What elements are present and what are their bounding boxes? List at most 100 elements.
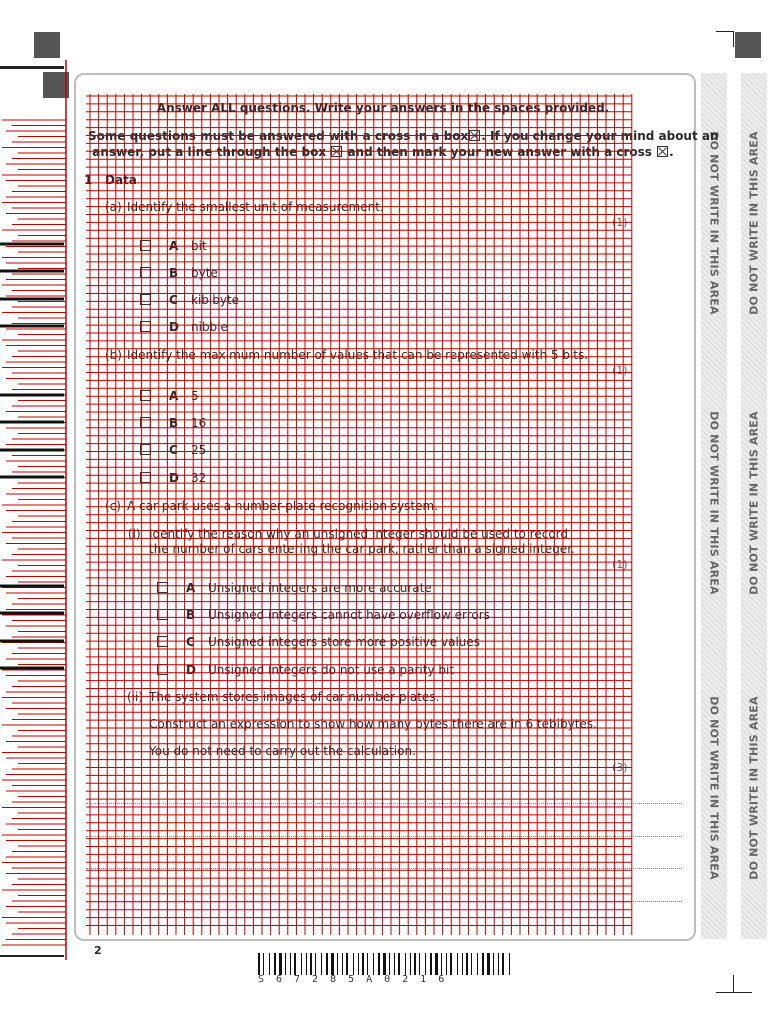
- barcode-bar: [306, 953, 307, 975]
- option-checkbox[interactable]: [140, 294, 151, 305]
- timing-mark: [0, 242, 64, 246]
- barcode-bar: [346, 953, 348, 975]
- option-checkbox[interactable]: [140, 472, 151, 483]
- timing-mark: [0, 611, 64, 615]
- instruction-line-1: Answer ALL questions. Write your answers…: [156, 101, 610, 115]
- instruction-line-2: Some questions must be answered with a c…: [88, 129, 719, 143]
- option-letter: B: [186, 608, 196, 622]
- option-text: Unsigned integers cannot have overflow e…: [208, 608, 490, 622]
- option-text: Unsigned integers store more positive va…: [208, 635, 481, 649]
- instruction-line-2-start: Some questions must be answered with a c…: [88, 129, 469, 143]
- barcode-bar: [466, 953, 468, 975]
- option-text: Unsigned integers are more accurate: [208, 581, 432, 595]
- option-checkbox[interactable]: [140, 240, 151, 251]
- part-c-i-label: (i): [128, 527, 141, 541]
- barcode-bar: [362, 953, 364, 975]
- barcode-bar: [274, 953, 276, 975]
- left-timing-bar-top: [0, 66, 64, 69]
- barcode-bar: [389, 953, 390, 975]
- part-b-text: Identify the maximum number of values th…: [127, 348, 589, 362]
- answer-panel: [74, 73, 696, 941]
- option-letter: D: [186, 663, 196, 677]
- corner-mark-top-right-v: [733, 31, 734, 47]
- barcode-bar: [450, 953, 452, 975]
- part-c-text: A car park uses a number-plate recogniti…: [127, 499, 439, 513]
- barcode-bar: [258, 953, 260, 975]
- barcode-bar: [269, 953, 270, 975]
- instruction-line-3-start: answer, put a line through the box: [92, 145, 327, 159]
- option-text: nibble: [191, 320, 228, 334]
- corner-mark-bottom-right-v: [733, 975, 734, 993]
- timing-mark: [0, 448, 64, 452]
- barcode-bar: [358, 953, 359, 975]
- barcode-bar: [315, 953, 316, 975]
- option-checkbox[interactable]: [140, 390, 151, 401]
- barcode-bar: [471, 953, 472, 975]
- answer-line[interactable]: [86, 901, 682, 902]
- part-a-marks: (1): [612, 216, 628, 229]
- no-write-label: DO NOT WRITE IN THIS AREA: [747, 411, 761, 595]
- option-text: 16: [191, 416, 207, 430]
- registration-mark-left: [43, 72, 69, 98]
- timing-mark: [0, 393, 64, 397]
- part-c-ii-line-2: Construct an expression to show how many…: [149, 717, 597, 731]
- crossed-box-icon: [469, 130, 481, 141]
- option-letter: C: [169, 443, 178, 457]
- barcode-bar: [263, 953, 264, 975]
- barcode-bar: [398, 953, 400, 975]
- option-checkbox[interactable]: [157, 609, 168, 620]
- option-letter: C: [169, 293, 178, 307]
- option-letter: D: [169, 320, 179, 334]
- option-letter: A: [186, 581, 196, 595]
- option-checkbox[interactable]: [157, 582, 168, 593]
- corner-mark-top-right-h: [716, 31, 734, 32]
- barcode-bar: [394, 953, 395, 975]
- barcode-bar: [337, 953, 338, 975]
- timing-mark: [0, 324, 64, 328]
- timing-mark: [0, 584, 64, 588]
- option-letter: A: [169, 239, 179, 253]
- timing-mark: [0, 475, 64, 479]
- part-c-i-line-2: the number of cars entering the car park…: [149, 542, 575, 556]
- barcode-bar: [410, 953, 411, 975]
- answer-line[interactable]: [86, 868, 682, 869]
- option-text: 5: [191, 389, 199, 403]
- option-checkbox[interactable]: [140, 321, 151, 332]
- answer-line[interactable]: [86, 836, 682, 837]
- barcode-bar: [367, 953, 368, 975]
- timing-mark: [0, 420, 64, 424]
- barcode-bar: [353, 953, 354, 975]
- option-letter: A: [169, 389, 179, 403]
- no-write-strip-inner: DO NOT WRITE IN THIS AREA DO NOT WRITE I…: [701, 73, 727, 939]
- barcode-bar: [373, 953, 374, 975]
- instruction-line-3: answer, put a line through the box and t…: [88, 145, 678, 159]
- option-checkbox[interactable]: [140, 267, 151, 278]
- option-checkbox[interactable]: [140, 444, 151, 455]
- no-write-label: DO NOT WRITE IN THIS AREA: [707, 131, 721, 315]
- part-a-label: (a): [105, 200, 122, 214]
- option-checkbox[interactable]: [157, 636, 168, 647]
- barcode-bar: [310, 953, 312, 975]
- option-text: kibibyte: [191, 293, 240, 307]
- timing-mark: [0, 666, 64, 670]
- option-letter: B: [169, 416, 179, 430]
- option-checkbox[interactable]: [157, 664, 168, 675]
- option-checkbox[interactable]: [140, 417, 151, 428]
- barcode-bar: [383, 953, 386, 975]
- part-b-marks: (1): [612, 364, 628, 377]
- answer-line[interactable]: [86, 803, 682, 804]
- struck-crossed-box-icon: [330, 146, 344, 157]
- barcode-bar: [279, 953, 282, 975]
- instruction-line-3-end: .: [669, 145, 674, 159]
- part-a-text: Identify the smallest unit of measuremen…: [127, 200, 384, 214]
- barcode-bar: [457, 953, 458, 975]
- barcode-bar: [301, 953, 302, 975]
- no-write-label: DO NOT WRITE IN THIS AREA: [747, 131, 761, 315]
- option-letter: B: [169, 266, 179, 280]
- instruction-line-3-mid: and then mark your new answer with a cro…: [347, 145, 652, 159]
- barcode-bar: [509, 953, 510, 975]
- option-text: bit: [191, 239, 207, 253]
- part-c-label: (c): [105, 499, 121, 513]
- barcode-bar: [441, 953, 442, 975]
- option-text: byte: [191, 266, 218, 280]
